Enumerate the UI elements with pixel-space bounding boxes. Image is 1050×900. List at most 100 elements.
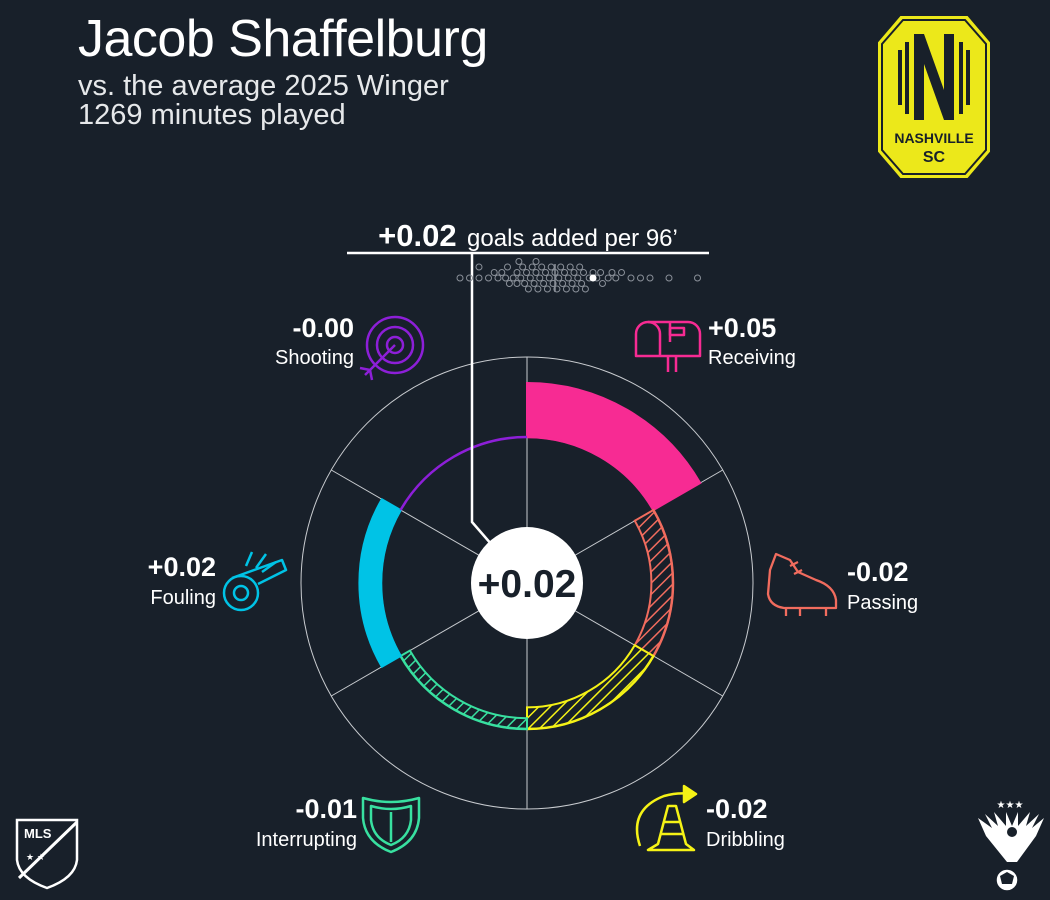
distribution-dot	[599, 280, 606, 287]
distribution-dot	[568, 280, 576, 287]
distribution-dot	[504, 263, 511, 271]
distribution-dot	[538, 263, 546, 271]
dribbling-baseline-arc	[526, 655, 655, 731]
mls-logo-icon: MLS ★ ★	[15, 818, 79, 890]
distribution-dot	[559, 280, 567, 287]
distribution-dot	[561, 269, 568, 276]
distribution-dot	[578, 280, 586, 287]
interrupting-baseline-arc	[399, 655, 528, 731]
distribution-dot	[581, 285, 589, 293]
distribution-dot	[637, 274, 644, 282]
badge-text-top: NASHVILLE	[894, 130, 973, 146]
distribution-dot	[513, 269, 521, 276]
dribbling-value: -0.02	[706, 794, 768, 824]
interrupting-label: Interrupting	[256, 829, 357, 851]
shooting-baseline-arc	[399, 435, 528, 511]
distribution-dot	[456, 274, 464, 282]
distribution-dot	[694, 274, 701, 282]
fouling-value: +0.02	[148, 552, 216, 582]
distribution-dot	[564, 274, 572, 282]
total-goals-added-heading: +0.02 goals added per 96’	[378, 218, 678, 253]
distribution-dot	[604, 274, 612, 282]
distribution-dot	[534, 285, 542, 293]
shooting-label: Shooting	[275, 347, 354, 369]
distribution-dot	[574, 274, 582, 282]
distribution-dot	[570, 269, 578, 276]
distribution-dot	[513, 280, 521, 287]
distribution-dot	[557, 263, 565, 271]
receiving-baseline-arc	[526, 435, 655, 511]
player-distribution-dot	[589, 274, 597, 282]
distribution-dot	[466, 274, 473, 282]
distribution-dot	[665, 274, 673, 282]
distribution-dot	[555, 274, 563, 282]
distribution-dot	[562, 285, 570, 293]
center-total-value: +0.02	[478, 563, 577, 606]
whistle-icon	[222, 551, 288, 612]
minutes-played: 1269 minutes played	[78, 99, 346, 131]
total-goals-added-unit: goals added per 96’	[467, 225, 678, 252]
passing-bar	[633, 508, 674, 658]
fouling-label: Fouling	[150, 587, 216, 609]
total-pointer-line	[470, 252, 493, 546]
distribution-dot	[612, 274, 620, 282]
mls-logo-text: MLS	[24, 826, 52, 841]
distribution-dot	[490, 269, 498, 276]
receiving-value: +0.05	[708, 313, 776, 343]
shield-icon	[361, 796, 421, 854]
distribution-dot	[515, 258, 523, 265]
shooting-value: -0.00	[292, 313, 354, 343]
distribution-dot	[519, 263, 527, 271]
receiving-label: Receiving	[708, 347, 796, 369]
eagle-stars: ★★★	[997, 800, 1024, 811]
distribution-dot	[475, 274, 483, 282]
interrupting-value: -0.01	[295, 794, 357, 824]
distribution-dot	[646, 274, 654, 282]
distribution-dot	[509, 274, 517, 282]
distribution-dot	[627, 274, 635, 282]
dribbling-bar	[526, 643, 655, 731]
badge-text-bottom: SC	[923, 149, 946, 166]
distribution-dot	[580, 269, 587, 276]
category-bars	[358, 381, 702, 731]
eagle-crest-icon: ★★★	[978, 800, 1044, 892]
passing-baseline-arc	[652, 509, 675, 657]
distribution-dot	[532, 269, 540, 276]
receiving-bar	[526, 381, 702, 512]
distribution-dot	[540, 280, 548, 287]
distribution-dot	[524, 285, 532, 293]
distribution-dot	[566, 263, 574, 271]
distribution-dot	[553, 285, 561, 293]
distribution-dot	[536, 274, 544, 282]
distribution-dot	[532, 258, 540, 265]
total-goals-added-value: +0.02	[378, 218, 456, 253]
cone-icon	[635, 784, 698, 852]
center-circle	[471, 527, 583, 639]
distribution-dot	[543, 285, 551, 293]
distribution-dot	[547, 263, 555, 271]
nashville-sc-crest-icon: NASHVILLE SC	[876, 14, 992, 180]
comparison-subtitle: vs. the average 2025 Winger	[78, 70, 449, 102]
passing-value: -0.02	[847, 557, 909, 587]
distribution-dot	[545, 274, 553, 282]
dribbling-label: Dribbling	[706, 829, 785, 851]
target-icon	[359, 315, 425, 381]
mls-stars: ★ ★	[26, 853, 45, 863]
distribution-dot	[608, 269, 616, 276]
distribution-dot	[549, 280, 557, 287]
distribution-dot	[523, 269, 530, 276]
distribution-dot	[502, 274, 510, 282]
fouling-baseline-arc	[379, 509, 402, 657]
distribution-dot	[597, 269, 605, 276]
distribution-dot	[542, 269, 549, 276]
distribution-dot	[618, 269, 625, 276]
cleat-icon	[766, 552, 838, 616]
distribution-dot	[530, 280, 538, 287]
distribution-dot	[526, 274, 534, 282]
distribution-dot	[517, 274, 525, 282]
distribution-dot	[475, 263, 483, 271]
distribution-dot	[576, 263, 584, 271]
distribution-dot	[498, 269, 506, 276]
distribution-dot	[485, 274, 492, 282]
